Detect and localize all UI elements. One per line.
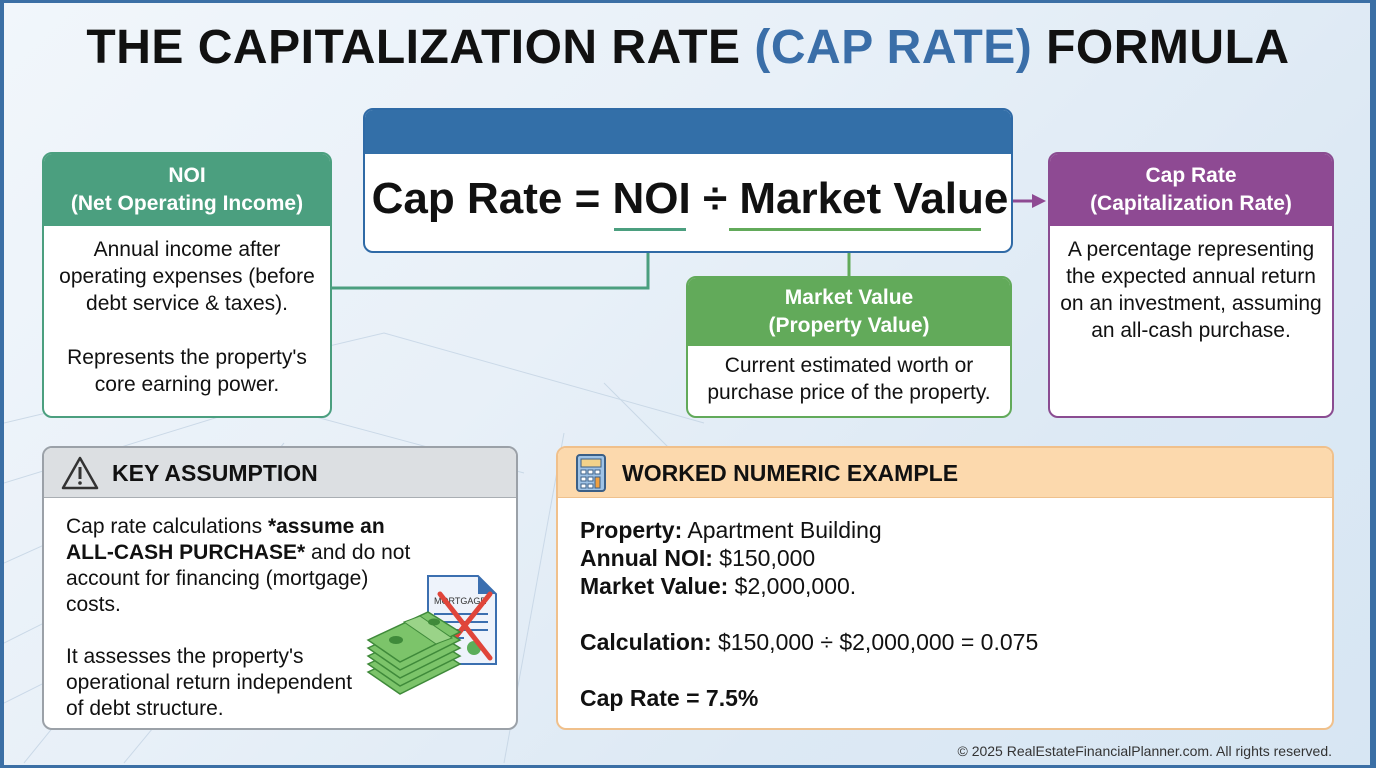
market-value-underline (729, 228, 981, 231)
formula-market-value: Market Value (739, 174, 1009, 223)
cap-rate-card-body: A percentage representing the expected a… (1060, 238, 1322, 342)
noi-underline (614, 228, 686, 231)
title-accent: (CAP RATE) (754, 21, 1033, 74)
calculator-icon (576, 454, 606, 492)
noi-card: NOI (Net Operating Income) Annual income… (42, 152, 332, 418)
example-calculation: Calculation: $150,000 ÷ $2,000,000 = 0.0… (580, 629, 1039, 655)
formula-box: Cap Rate = NOI ÷ Market Value (363, 108, 1013, 253)
formula-noi: NOI (612, 174, 691, 223)
cash-stack-crossed-mortgage-icon: MORTGAGE (366, 575, 497, 695)
page-title: THE CAPITALIZATION RATE (CAP RATE) FORMU… (86, 21, 1290, 74)
worked-example-card: WORKED NUMERIC EXAMPLE Property: Apartme… (556, 446, 1334, 730)
copyright-footer: © 2025 RealEstateFinancialPlanner.com. A… (957, 743, 1332, 759)
example-property: Property: Apartment Building (580, 517, 882, 543)
example-result: Cap Rate = 7.5% (580, 685, 759, 711)
formula-header-bar (365, 110, 1011, 154)
worked-example-body: Property: Apartment Building Annual NOI:… (558, 498, 1332, 712)
key-assumption-card: KEY ASSUMPTION Cap rate calculations *as… (42, 446, 518, 730)
noi-card-header: NOI (Net Operating Income) (44, 154, 330, 226)
cap-rate-card-header: Cap Rate (Capitalization Rate) (1050, 154, 1332, 226)
svg-text:MORTGAGE: MORTGAGE (434, 596, 486, 606)
example-noi: Annual NOI: $150,000 (580, 545, 816, 571)
worked-example-header: WORKED NUMERIC EXAMPLE (558, 448, 1332, 498)
example-market-value: Market Value: $2,000,000. (580, 573, 857, 599)
warning-icon (61, 456, 99, 490)
market-value-card-header: Market Value (Property Value) (688, 278, 1010, 346)
key-assumption-header: KEY ASSUMPTION (44, 448, 516, 498)
cap-rate-card: Cap Rate (Capitalization Rate) A percent… (1048, 152, 1334, 418)
key-assumption-body: Cap rate calculations *assume an ALL-CAS… (66, 515, 411, 720)
noi-card-body: Annual income after operating expenses (… (59, 238, 315, 396)
cap-rate-formula: Cap Rate = NOI ÷ Market Value (371, 174, 1009, 223)
market-value-card-body: Current estimated worth or purchase pric… (707, 354, 991, 404)
market-value-card: Market Value (Property Value) Current es… (686, 276, 1012, 418)
